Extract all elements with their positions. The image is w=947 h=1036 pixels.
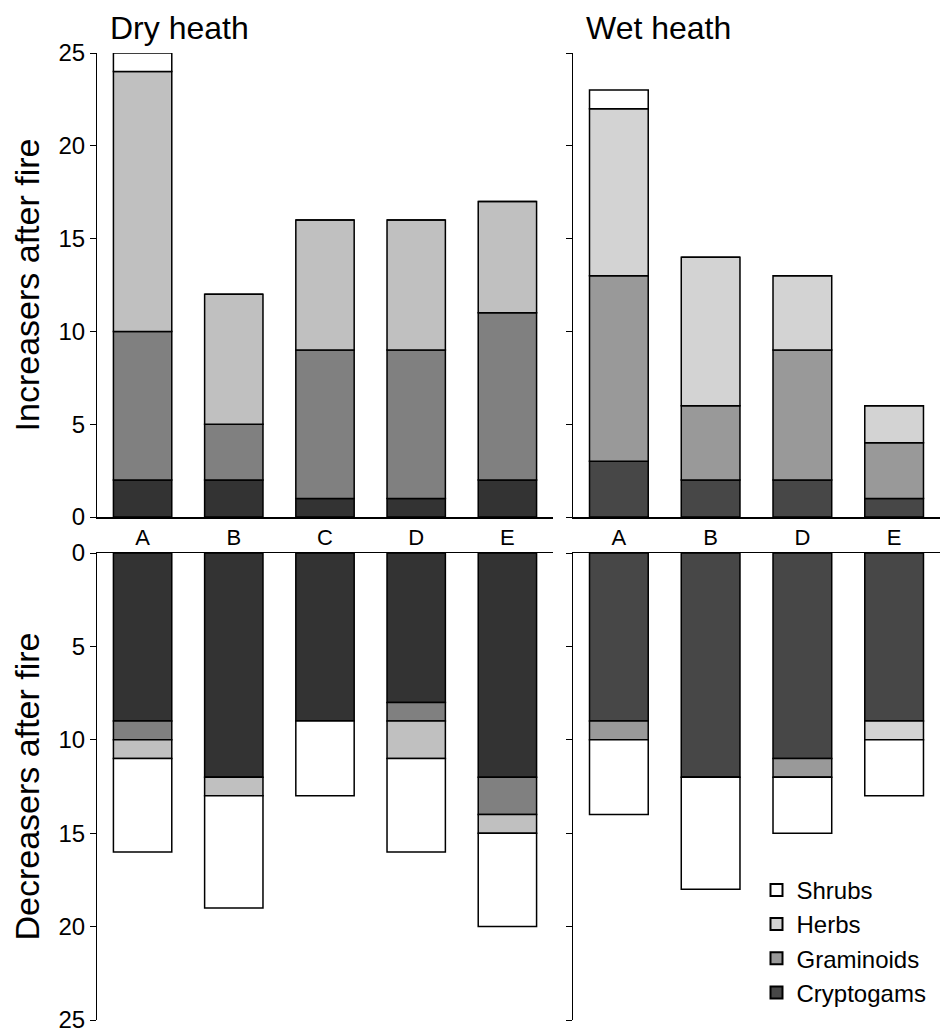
svg-text:0: 0 [72, 503, 85, 530]
svg-text:C: C [317, 525, 333, 550]
svg-text:Decreasers after fire: Decreasers after fire [8, 633, 46, 941]
svg-text:B: B [226, 525, 241, 550]
svg-text:Dry heath: Dry heath [110, 10, 249, 46]
svg-text:10: 10 [58, 318, 85, 345]
svg-text:B: B [703, 525, 718, 550]
svg-text:A: A [612, 525, 627, 550]
svg-text:Graminoids: Graminoids [797, 946, 920, 973]
svg-text:0: 0 [72, 539, 85, 566]
svg-text:Wet heath: Wet heath [586, 10, 731, 46]
svg-text:25: 25 [58, 1006, 85, 1033]
svg-text:E: E [887, 525, 902, 550]
svg-text:A: A [135, 525, 150, 550]
svg-text:10: 10 [58, 726, 85, 753]
svg-text:20: 20 [58, 913, 85, 940]
svg-text:20: 20 [58, 132, 85, 159]
svg-text:Herbs: Herbs [797, 911, 861, 938]
svg-text:Shrubs: Shrubs [797, 877, 873, 904]
svg-text:D: D [408, 525, 424, 550]
svg-text:E: E [500, 525, 515, 550]
svg-text:25: 25 [58, 39, 85, 66]
svg-text:15: 15 [58, 225, 85, 252]
svg-text:5: 5 [72, 411, 85, 438]
svg-text:D: D [794, 525, 810, 550]
svg-text:Increasers after fire: Increasers after fire [8, 139, 46, 432]
svg-text:Cryptogams: Cryptogams [797, 980, 926, 1007]
svg-text:5: 5 [72, 633, 85, 660]
svg-text:15: 15 [58, 820, 85, 847]
